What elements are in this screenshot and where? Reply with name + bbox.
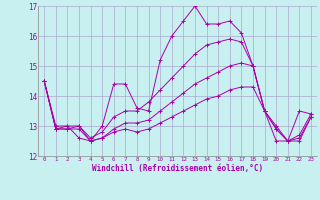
X-axis label: Windchill (Refroidissement éolien,°C): Windchill (Refroidissement éolien,°C) (92, 164, 263, 173)
